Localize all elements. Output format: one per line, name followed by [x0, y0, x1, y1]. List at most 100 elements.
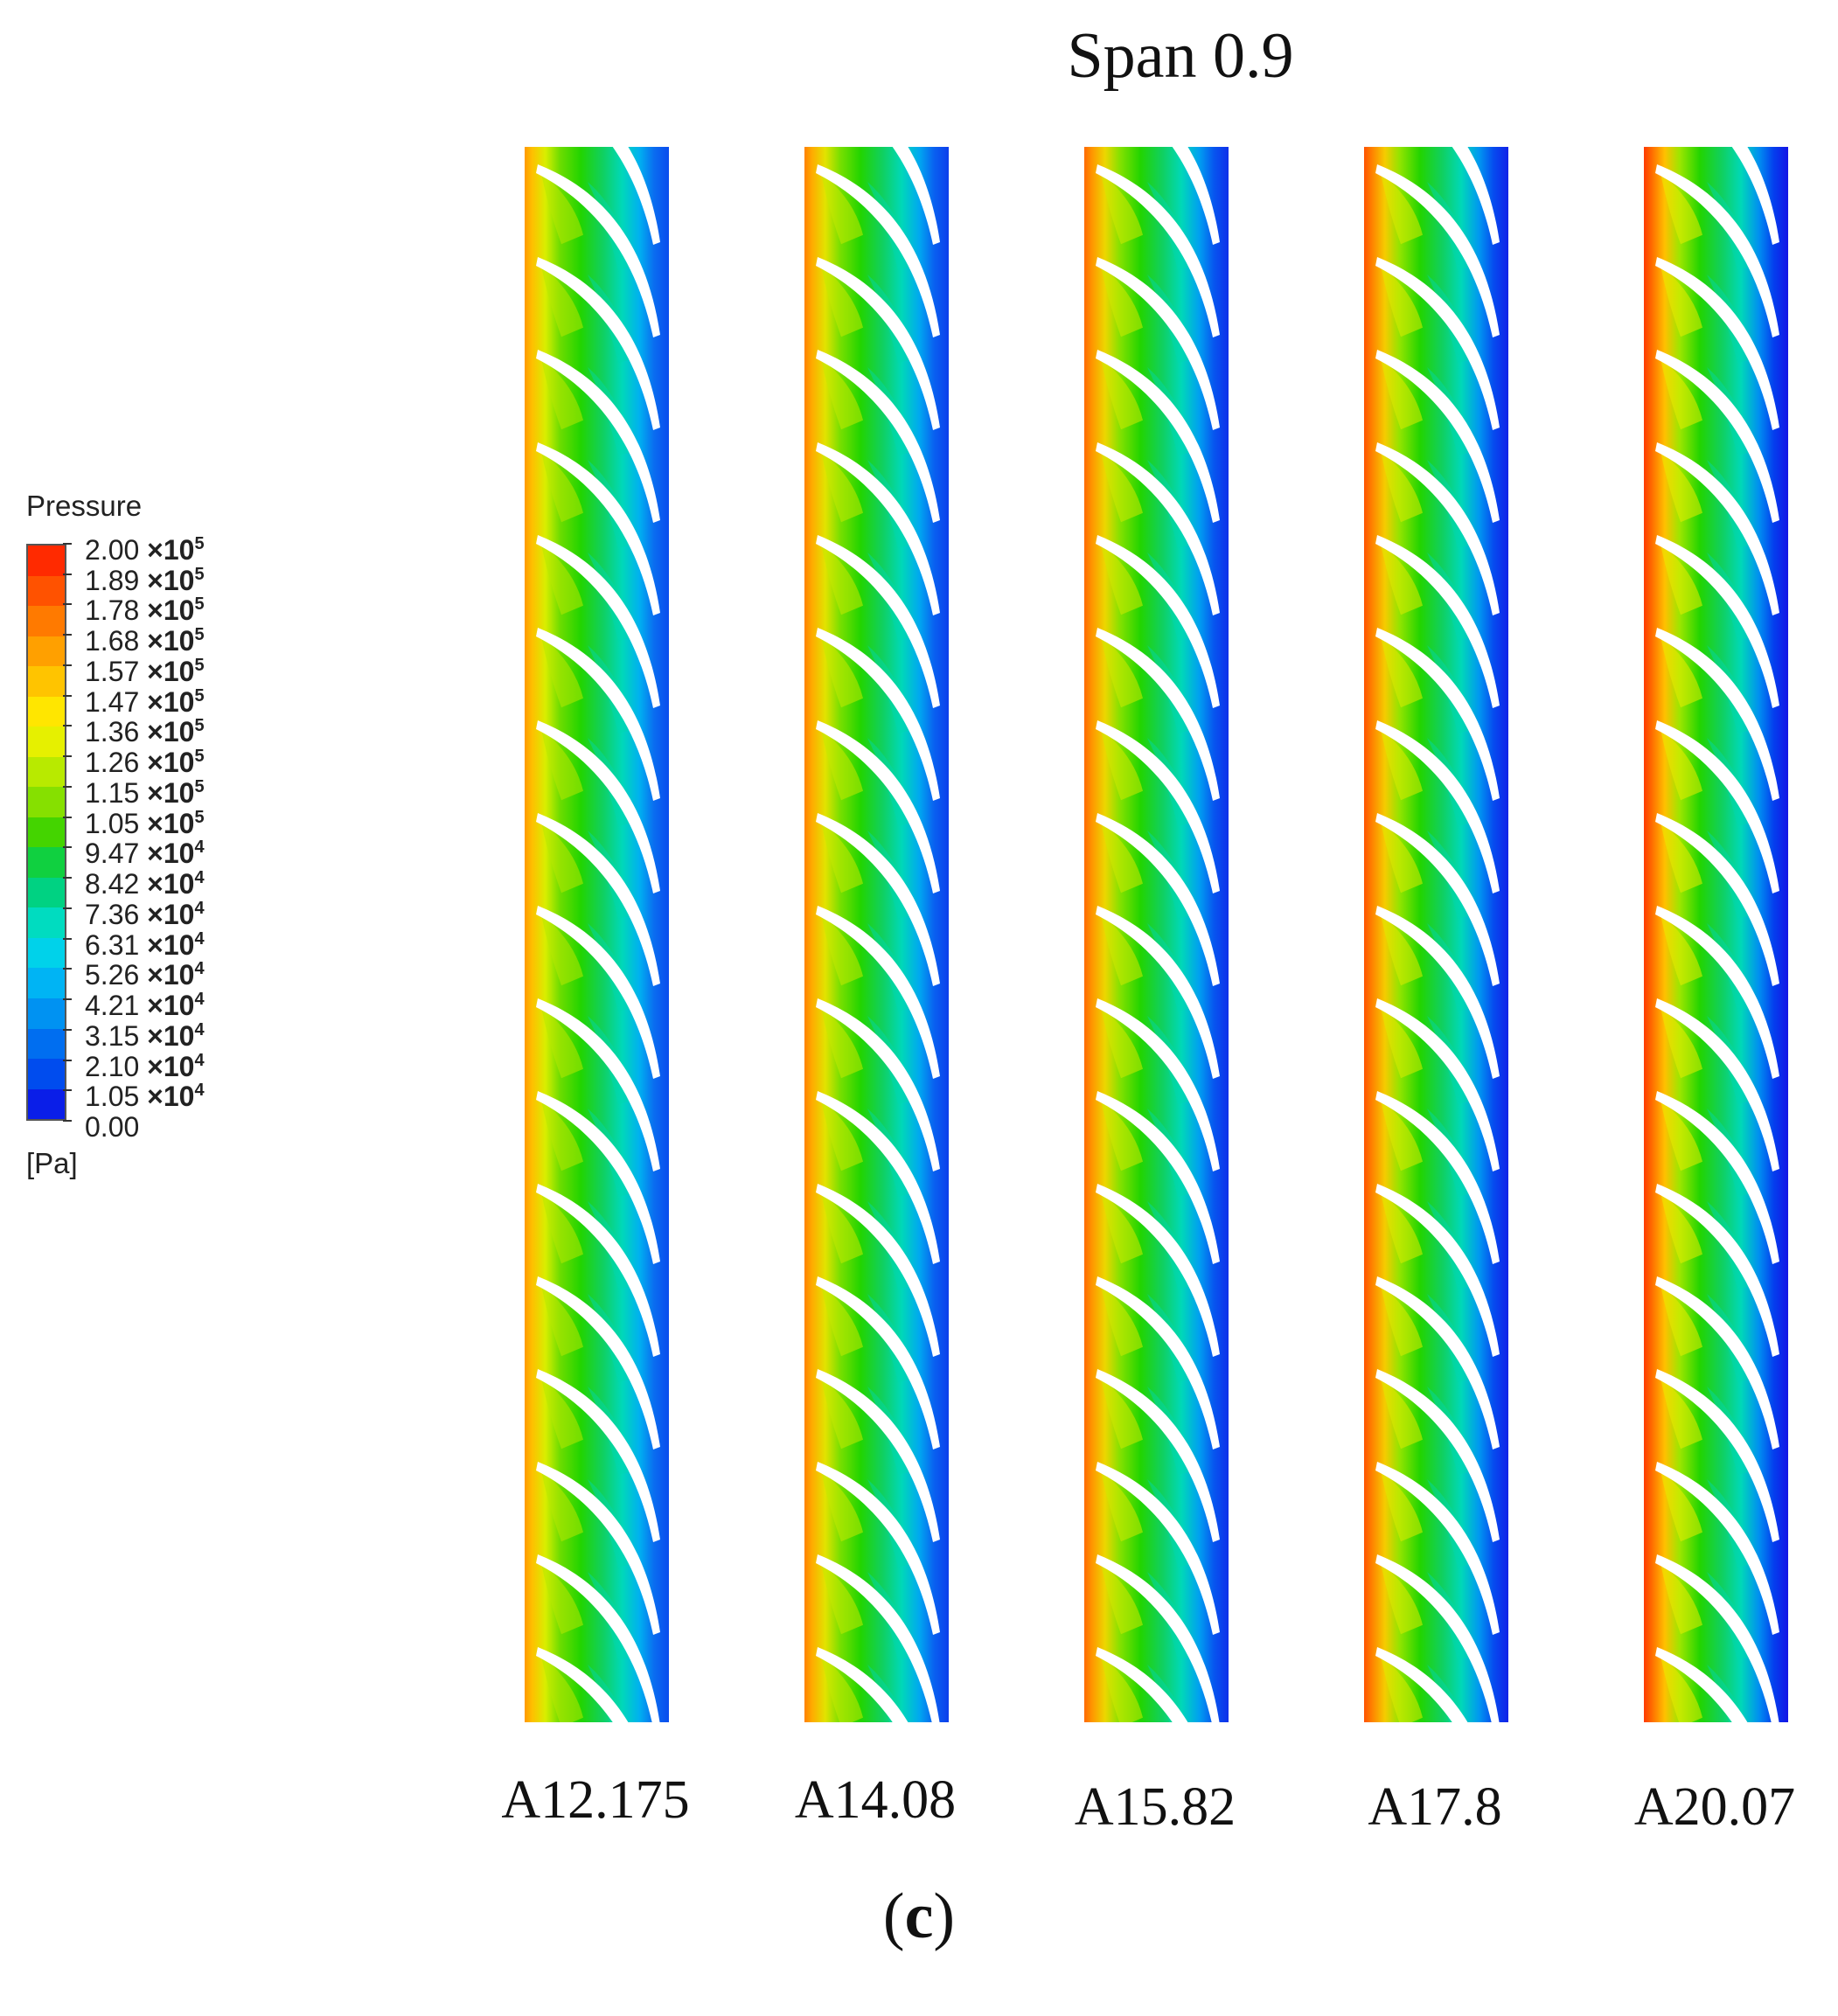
- suction-side-region: [821, 1378, 863, 1449]
- legend-color-band: [28, 1028, 65, 1060]
- legend-tick-label: 1.68 ×105: [85, 625, 205, 657]
- case-label: A12.175: [501, 1770, 690, 1830]
- legend-tick-label: 2.10 ×104: [85, 1050, 205, 1082]
- suction-side-region: [541, 636, 583, 708]
- suction-side-region: [821, 1470, 863, 1542]
- legend-tick: [63, 785, 72, 788]
- suction-side-region: [1660, 1378, 1702, 1449]
- suction-side-region: [821, 914, 863, 986]
- legend-color-band: [28, 666, 65, 697]
- suction-side-region: [821, 1100, 863, 1171]
- suction-side-region: [1101, 1470, 1143, 1542]
- figure-title: Span 0.9: [1067, 20, 1294, 92]
- legend-tick-label: 1.15 ×105: [85, 776, 205, 809]
- legend-tick-label: 5.26 ×104: [85, 959, 205, 991]
- suction-side-region: [821, 266, 863, 337]
- legend-unit: [Pa]: [26, 1147, 78, 1179]
- legend-tick: [63, 1028, 72, 1031]
- suction-side-region: [1660, 914, 1702, 986]
- inlet-boundary: [1641, 147, 1644, 1722]
- inlet-boundary: [522, 147, 525, 1722]
- suction-side-region: [541, 914, 583, 986]
- legend-tick-label: 0.00: [85, 1111, 140, 1143]
- case-label: A14.08: [794, 1770, 957, 1830]
- suction-side-region: [541, 1100, 583, 1171]
- contour-strip: [1361, 147, 1508, 1722]
- contour-strip: [1641, 147, 1788, 1722]
- suction-side-region: [1660, 1007, 1702, 1079]
- case-label: A17.8: [1368, 1777, 1502, 1837]
- suction-side-region: [1101, 451, 1143, 523]
- legend-tick: [63, 1059, 72, 1061]
- suction-side-region: [1381, 1378, 1423, 1449]
- suction-side-region: [1381, 1192, 1423, 1264]
- suction-side-region: [541, 1192, 583, 1264]
- legend-tick-label: 4.21 ×104: [85, 990, 205, 1022]
- suction-side-region: [541, 1285, 583, 1357]
- legend-tick-label: 3.15 ×104: [85, 1019, 205, 1052]
- suction-side-region: [1101, 822, 1143, 893]
- blade-profile: [1452, 147, 1500, 245]
- suction-side-region: [541, 266, 583, 337]
- suction-side-region: [1660, 1100, 1702, 1171]
- suction-side-region: [1381, 1100, 1423, 1171]
- legend-tick: [63, 755, 72, 758]
- suction-side-region: [1381, 636, 1423, 708]
- panel-label-close: ): [933, 1880, 956, 1952]
- legend-color-band: [28, 546, 65, 576]
- legend-title: Pressure: [26, 490, 143, 522]
- suction-side-region: [1660, 729, 1702, 801]
- case-label: A15.82: [1074, 1777, 1236, 1837]
- suction-side-region: [1101, 636, 1143, 708]
- inlet-boundary: [1361, 147, 1364, 1722]
- suction-side-region: [541, 1656, 583, 1722]
- legend-color-band: [28, 968, 65, 998]
- suction-side-region: [1101, 1563, 1143, 1635]
- suction-side-region: [1381, 914, 1423, 986]
- suction-side-region: [1101, 1007, 1143, 1079]
- suction-side-region: [541, 1470, 583, 1542]
- legend-colorbar: [26, 544, 66, 1121]
- suction-side-region: [1381, 1007, 1423, 1079]
- legend-tick-label: 1.26 ×105: [85, 747, 205, 779]
- suction-side-region: [1381, 822, 1423, 893]
- suction-side-region: [1381, 173, 1423, 245]
- suction-side-region: [541, 1563, 583, 1635]
- legend-tick: [63, 907, 72, 909]
- legend-tick-label: 1.57 ×105: [85, 655, 205, 687]
- legend-tick-label: 7.36 ×104: [85, 898, 205, 930]
- case-label: A20.07: [1633, 1777, 1796, 1837]
- suction-side-region: [1381, 1470, 1423, 1542]
- legend-color-band: [28, 575, 65, 607]
- suction-side-region: [821, 636, 863, 708]
- legend-color-band: [28, 847, 65, 878]
- legend-tick: [63, 634, 72, 636]
- blade-profile: [1375, 1647, 1468, 1722]
- suction-side-region: [541, 358, 583, 430]
- blade-profile: [892, 147, 940, 245]
- legend-color-band: [28, 726, 65, 757]
- contour-strip: [1082, 147, 1229, 1722]
- blade-profile: [1172, 147, 1220, 245]
- suction-side-region: [1101, 1378, 1143, 1449]
- panel-label-open: (: [882, 1880, 905, 1952]
- suction-side-region: [1660, 1192, 1702, 1264]
- inlet-boundary: [1082, 147, 1084, 1722]
- suction-side-region: [1101, 173, 1143, 245]
- suction-side-region: [1381, 1656, 1423, 1722]
- legend-color-band: [28, 1059, 65, 1089]
- legend-tick-label: 9.47 ×104: [85, 838, 205, 870]
- legend-tick: [63, 694, 72, 697]
- panel-label: (c): [832, 1880, 1006, 1954]
- legend-ticks: [63, 543, 73, 1122]
- suction-side-region: [541, 729, 583, 801]
- suction-side-region: [1101, 914, 1143, 986]
- suction-side-region: [1660, 266, 1702, 337]
- suction-side-region: [1101, 1656, 1143, 1722]
- legend-tick: [63, 998, 72, 1001]
- inlet-boundary: [802, 147, 804, 1722]
- suction-side-region: [821, 1563, 863, 1635]
- suction-side-region: [821, 729, 863, 801]
- legend-color-band: [28, 1088, 65, 1120]
- contour-strip: [802, 147, 949, 1722]
